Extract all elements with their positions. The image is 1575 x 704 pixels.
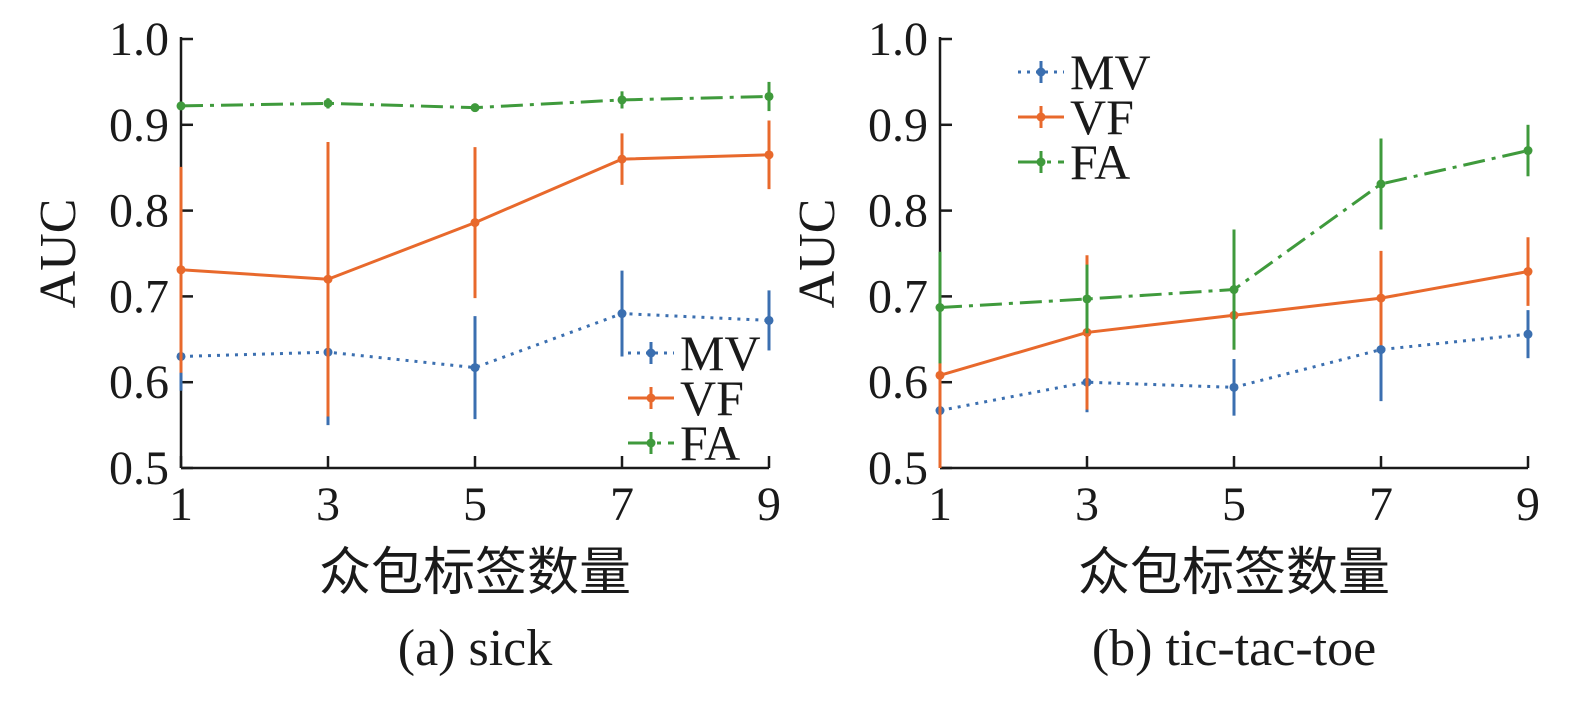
data-point	[470, 103, 480, 113]
legend-marker	[1036, 67, 1046, 77]
x-tick-label: 7	[1369, 478, 1393, 531]
data-point	[617, 309, 627, 319]
legend-label: VF	[680, 370, 744, 426]
y-tick-label: 0.8	[109, 185, 169, 238]
y-tick-label: 0.6	[868, 356, 928, 409]
y-tick-label: 0.9	[868, 99, 928, 152]
y-tick-label: 0.5	[868, 442, 928, 495]
x-tick-label: 1	[169, 478, 193, 531]
y-axis-label: AUC	[789, 199, 846, 309]
data-point	[764, 150, 774, 160]
x-axis-label: 众包标签数量	[1078, 545, 1390, 602]
x-tick-label: 7	[610, 478, 634, 531]
y-tick-label: 0.8	[868, 185, 928, 238]
data-point	[1376, 345, 1386, 355]
y-tick-label: 0.9	[109, 99, 169, 152]
legend-marker	[1036, 112, 1046, 122]
x-tick-label: 5	[1222, 478, 1246, 531]
legend-label: MV	[680, 325, 761, 381]
data-point	[1523, 329, 1533, 339]
data-point	[1082, 294, 1092, 304]
data-point	[470, 363, 480, 373]
y-axis-label: AUC	[30, 199, 87, 309]
legend-marker	[1036, 157, 1046, 167]
data-point	[1523, 267, 1533, 277]
data-point	[470, 218, 480, 228]
chart-caption: (b) tic-tac-toe	[1092, 620, 1376, 677]
data-point	[617, 95, 627, 105]
series-line-mv	[939, 332, 1529, 412]
data-point	[1229, 382, 1239, 392]
x-tick-label: 9	[757, 478, 781, 531]
data-point	[764, 91, 774, 101]
y-tick-label: 0.5	[109, 442, 169, 495]
data-point	[1523, 146, 1533, 156]
y-tick-label: 0.7	[109, 270, 169, 323]
x-tick-label: 1	[928, 478, 952, 531]
data-point	[764, 315, 774, 325]
data-point	[1376, 293, 1386, 303]
legend-label: FA	[1070, 134, 1130, 190]
x-tick-label: 9	[1516, 478, 1540, 531]
x-axis-label: 众包标签数量	[319, 545, 631, 602]
x-tick-label: 3	[1075, 478, 1099, 531]
series-fa	[176, 81, 774, 113]
x-tick-label: 5	[463, 478, 487, 531]
legend-marker	[646, 438, 656, 448]
y-tick-label: 0.7	[868, 270, 928, 323]
data-point	[323, 98, 333, 108]
chart-panel-2: 0.5 0.6 0.7 0.8 0.9 1.0 1 3 5 7 9 AUC 众包标签数量 (b) tic-…	[789, 13, 1540, 677]
data-point	[935, 303, 945, 313]
legend-marker	[646, 393, 656, 403]
legend-label: MV	[1070, 44, 1151, 100]
data-point	[935, 370, 945, 380]
y-tick-label: 0.6	[109, 356, 169, 409]
data-point	[176, 265, 186, 275]
legend-marker	[646, 348, 656, 358]
x-tick-label: 3	[316, 478, 340, 531]
y-tick-label: 1.0	[868, 13, 928, 66]
data-point	[1376, 179, 1386, 189]
chart-panel-1: 0.5 0.6 0.7 0.8 0.9 1.0 1 3 5 7 9 AUC 众包标签数量 (a) sick…	[30, 13, 781, 677]
data-point	[323, 274, 333, 284]
series-fa	[935, 124, 1533, 364]
data-point	[176, 101, 186, 111]
data-point	[617, 154, 627, 164]
legend-label: FA	[680, 415, 740, 471]
chart-caption: (a) sick	[398, 620, 552, 677]
data-point	[1229, 285, 1239, 295]
series-vf	[176, 120, 774, 417]
legend-label: VF	[1070, 89, 1134, 145]
y-tick-label: 1.0	[109, 13, 169, 66]
